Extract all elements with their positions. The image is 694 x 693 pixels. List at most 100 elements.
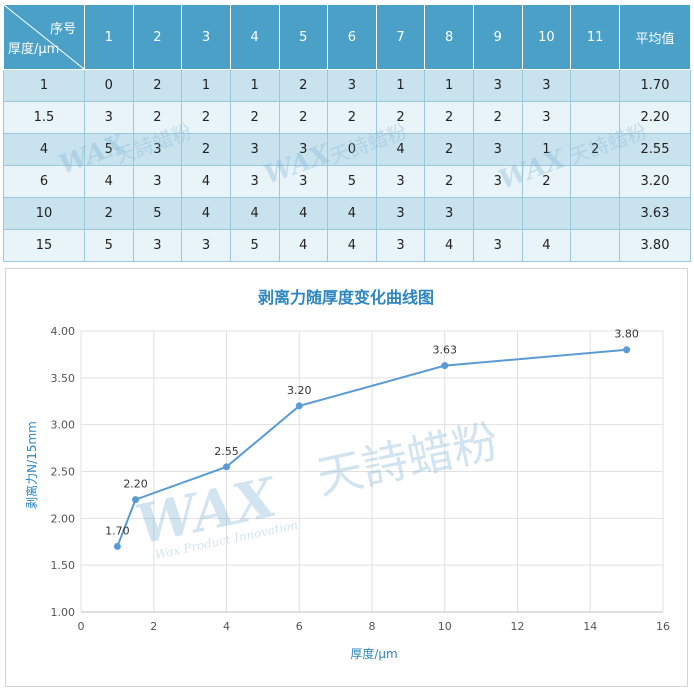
table-cell: 4 [327, 197, 377, 230]
tick-layer: 0 2 4 6 8 10 12 14 16 1.00 1.50 2.00 2.50 3.00 3.50 4.0… [51, 325, 671, 633]
table-cell: 2 [278, 101, 329, 134]
table-cell: 2 [570, 133, 620, 166]
table-cell: 2 [229, 101, 280, 134]
data-label: 2.20 [123, 478, 148, 491]
table-cell: 3 [132, 229, 183, 262]
table-cell: 2 [375, 101, 426, 134]
column-header: 9 [473, 4, 523, 70]
series-line [116, 348, 627, 547]
table-cell [570, 197, 620, 230]
corner-diagonal-line [4, 5, 84, 69]
data-point [132, 496, 140, 504]
table-cell [521, 197, 572, 230]
grid-layer [80, 330, 664, 613]
data-point [113, 542, 121, 550]
table-cell: 3 [229, 133, 280, 166]
y-tick-label: 1.50 [51, 559, 76, 572]
y-tick-label: 1.00 [51, 606, 76, 619]
data-point [441, 362, 449, 370]
table-cell: 1 [229, 69, 280, 102]
table-cell: 4 [229, 197, 280, 230]
row-average-cell: 2.20 [619, 101, 691, 134]
table-cell: 3 [181, 229, 231, 262]
table-cell: 3 [278, 165, 329, 198]
table-cell: 4 [181, 197, 231, 230]
table-cell: 3 [327, 69, 377, 102]
table-cell: 3 [375, 197, 426, 230]
x-tick-label: 16 [656, 620, 670, 633]
table-cell: 0 [327, 133, 377, 166]
table-cell: 5 [327, 165, 377, 198]
table-cell: 0 [84, 69, 134, 102]
table-cell: 2 [521, 165, 572, 198]
data-label: 3.20 [287, 384, 312, 397]
x-tick-label: 0 [78, 620, 85, 633]
column-header: 10 [521, 4, 572, 70]
y-axis-title: 剥离力N/15mm [24, 421, 39, 509]
table-cell [473, 197, 523, 230]
y-tick-label: 2.50 [51, 466, 76, 479]
table-cell [570, 165, 620, 198]
table-corner-header: 序号 厚度/μm [3, 4, 85, 70]
table-header-row: 序号 厚度/μm 1 2 3 4 5 6 7 8 9 10 11 平均值 [3, 4, 691, 70]
corner-header-bottom-label: 厚度/μm [8, 42, 60, 57]
column-header: 1 [84, 4, 134, 70]
x-tick-label: 14 [583, 620, 597, 633]
table-cell: 4 [327, 229, 377, 262]
table-cell: 1 [521, 133, 572, 166]
y-tick-label: 2.00 [51, 512, 76, 525]
table-cell: 1 [424, 69, 474, 102]
table-cell: 3 [278, 133, 329, 166]
table-cell: 5 [84, 133, 134, 166]
row-average-cell: 3.63 [619, 197, 691, 230]
data-label: 1.70 [105, 524, 130, 537]
y-tick-label: 3.50 [51, 372, 76, 385]
column-header: 5 [278, 4, 329, 70]
table-cell: 4 [375, 133, 426, 166]
data-label: 2.55 [214, 445, 239, 458]
table-cell: 3 [424, 197, 474, 230]
column-header: 3 [181, 4, 231, 70]
table-cell: 3 [84, 101, 134, 134]
table-cell [570, 101, 620, 134]
table-cell: 3 [521, 69, 572, 102]
row-average-cell: 2.55 [619, 133, 691, 166]
table-cell: 5 [229, 229, 280, 262]
chart-watermark: WAX Wax Product Innovation 天詩蜡粉 [130, 414, 503, 562]
table-cell: 2 [181, 101, 231, 134]
table-cell: 2 [424, 101, 474, 134]
table-cell: 2 [327, 101, 377, 134]
table-cell: 4 [84, 165, 134, 198]
table-cell: 3 [521, 101, 572, 134]
table-cell: 1 [375, 69, 426, 102]
x-tick-label: 6 [296, 620, 303, 633]
column-header: 7 [375, 4, 426, 70]
chart-watermark-name: 天詩蜡粉 [312, 414, 503, 505]
table-cell: 5 [132, 197, 183, 230]
x-tick-label: 4 [223, 620, 230, 633]
table-cell [570, 229, 620, 262]
row-thickness-cell: 1 [3, 69, 85, 102]
table-cell: 2 [424, 165, 474, 198]
table-cell: 3 [473, 229, 523, 262]
column-header: 4 [229, 4, 280, 70]
table-cell: 2 [132, 69, 183, 102]
x-tick-label: 2 [150, 620, 157, 633]
table-cell: 3 [473, 133, 523, 166]
row-thickness-cell: 4 [3, 133, 85, 166]
row-average-cell: 3.20 [619, 165, 691, 198]
table-cell: 2 [84, 197, 134, 230]
column-header: 6 [327, 4, 377, 70]
table-cell: 3 [375, 229, 426, 262]
series-layer: 1.70 2.20 2.55 3.20 3.63 3.80 [105, 328, 639, 550]
table-row: 15 5 3 3 5 4 4 3 4 3 4 3.80 [3, 229, 691, 262]
table-cell: 2 [132, 101, 183, 134]
row-average-cell: 1.70 [619, 69, 691, 102]
row-thickness-cell: 10 [3, 197, 85, 230]
y-tick-label: 4.00 [51, 325, 76, 338]
x-tick-label: 8 [369, 620, 376, 633]
table-cell: 4 [278, 229, 329, 262]
table-cell: 3 [473, 69, 523, 102]
